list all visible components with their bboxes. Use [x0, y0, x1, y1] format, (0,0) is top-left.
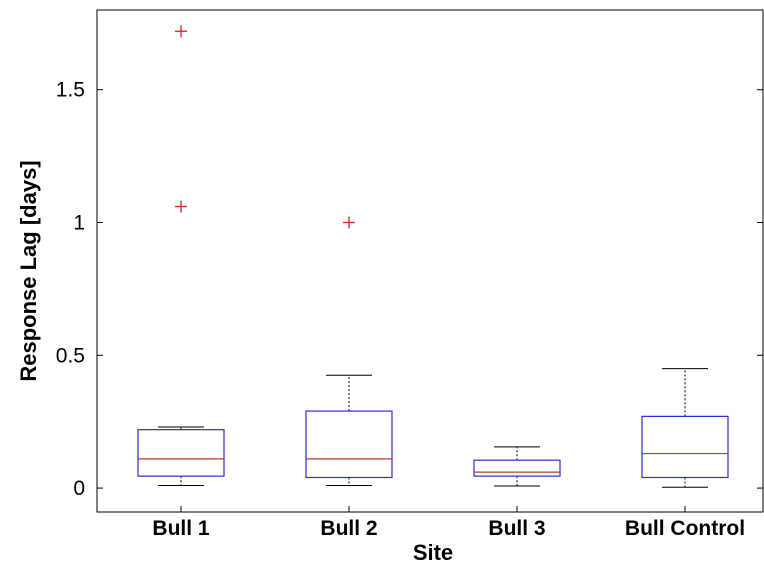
x-tick-label: Bull Control: [625, 517, 745, 540]
box-group: [641, 368, 729, 488]
x-tick-label: Bull 1: [152, 517, 209, 540]
x-axis: Bull 1 Bull 2 Bull 3 Bull Control: [152, 506, 745, 540]
outlier-marker: [175, 200, 187, 213]
outlier-marker: [343, 216, 355, 229]
x-tick-label: Bull 2: [320, 517, 377, 540]
iqr-box: [473, 459, 561, 477]
iqr-box: [641, 415, 729, 479]
y-tick-label: 0: [73, 477, 85, 500]
iqr-box: [137, 429, 225, 477]
iqr-box: [305, 410, 393, 479]
box-series: [137, 25, 729, 488]
outlier-marker: [175, 25, 187, 38]
y-tick-label: 1: [73, 211, 85, 234]
box-group: [305, 216, 393, 486]
x-axis-title: Site: [413, 540, 453, 565]
box-group: [473, 446, 561, 487]
y-axis: 0 0.5 1 1.5: [56, 79, 763, 500]
y-tick-label: 1.5: [56, 79, 85, 102]
box-group: [137, 25, 225, 486]
x-tick-label: Bull 3: [488, 517, 545, 540]
y-axis-title: Response Lag [days]: [16, 160, 41, 381]
plot-area-frame: [96, 9, 764, 513]
y-tick-label: 0.5: [56, 344, 85, 367]
